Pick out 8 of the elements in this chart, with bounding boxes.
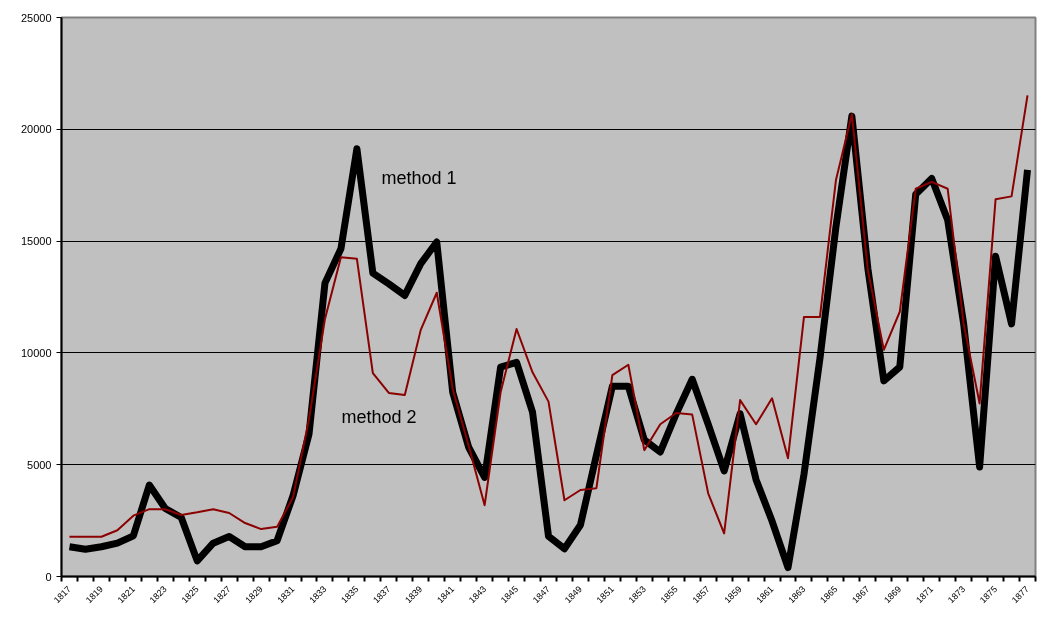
- annotation: method 1: [381, 167, 457, 188]
- annotation: method 2: [341, 406, 417, 427]
- y-tick-label: 10000: [20, 346, 52, 359]
- y-tick-label: 5000: [27, 458, 52, 471]
- y-tick-label: 20000: [20, 123, 52, 136]
- y-tick-label: 0: [45, 570, 52, 583]
- y-tick-label: 15000: [20, 235, 52, 248]
- y-tick-label: 25000: [20, 11, 52, 24]
